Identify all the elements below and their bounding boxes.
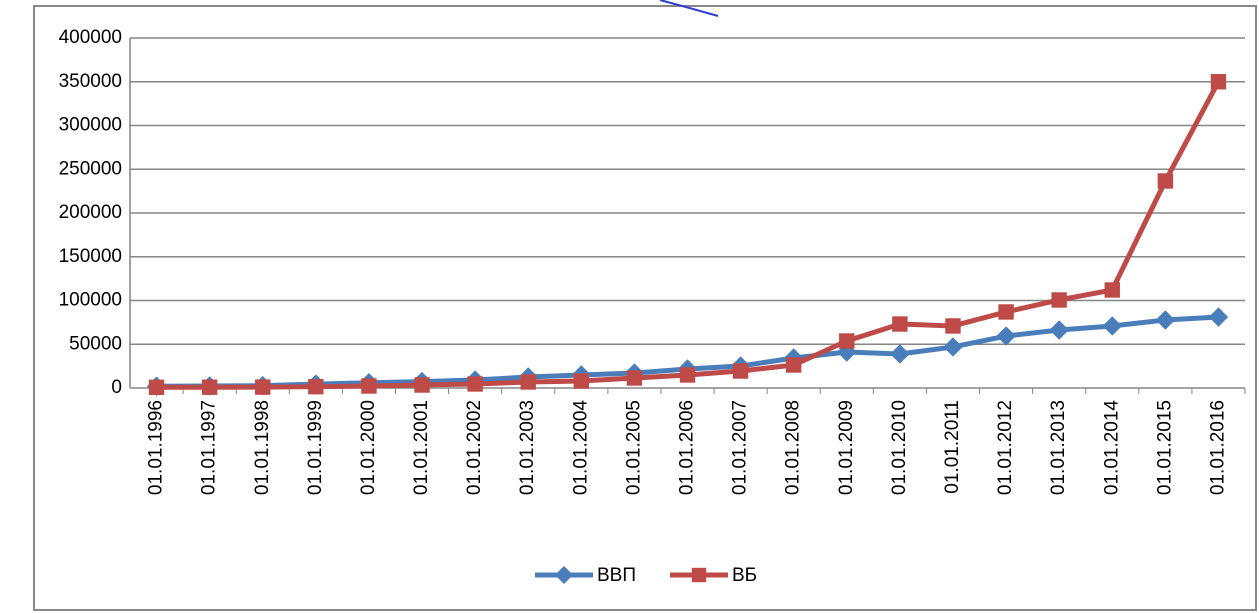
data-point [361,378,377,394]
y-tick-label: 300000 [59,115,122,136]
legend-marker [555,566,573,584]
data-point [201,379,218,395]
data-point [1208,307,1229,327]
x-tick-label: 01.01.2003 [517,400,538,495]
y-tick-label: 200000 [59,202,122,223]
data-point [414,377,430,393]
x-tick-label: 01.01.2005 [623,400,644,495]
x-tick-label: 01.01.2013 [1048,400,1069,495]
data-point [839,333,855,349]
data-point [308,378,324,395]
data-point [892,316,908,332]
x-tick-label: 01.01.2006 [677,400,698,495]
x-tick-label: 01.01.1999 [305,400,326,495]
x-tick-label: 01.01.2001 [411,400,432,495]
y-tick-label: 350000 [59,71,122,92]
x-tick-label: 01.01.2000 [358,400,379,495]
x-tick-label: 01.01.2004 [570,400,591,496]
y-tick-label: 0 [111,377,122,398]
x-tick-label: 01.01.2008 [783,400,804,495]
y-tick-label: 50000 [69,333,122,354]
x-tick-label: 01.01.1996 [146,400,167,495]
data-point [1102,316,1122,336]
x-tick-label: 01.01.2011 [942,400,963,494]
data-point [467,376,483,392]
data-point [732,363,749,379]
legend-label: ВВП [597,565,636,586]
data-point [1051,292,1067,308]
data-point [1155,310,1176,330]
x-tick-label: 01.01.1997 [199,400,220,495]
data-point [890,344,910,364]
x-tick-label: 01.01.2010 [889,400,910,495]
data-point [148,379,165,396]
y-tick-label: 400000 [59,27,122,48]
data-point [1210,74,1227,90]
x-tick-label: 01.01.2015 [1154,400,1175,495]
x-tick-label: 01.01.2007 [730,400,751,495]
legend-marker [691,567,707,583]
data-point [1157,173,1174,189]
x-tick-label: 01.01.2009 [836,400,857,495]
data-point [1104,282,1120,298]
decoration-arc [659,0,719,17]
x-tick-label: 01.01.2002 [464,400,485,495]
x-tick-label: 01.01.2016 [1207,400,1228,495]
y-tick-label: 150000 [59,246,122,267]
data-point [945,318,961,334]
x-tick-label: 01.01.2012 [995,400,1016,495]
data-point [626,370,643,386]
data-point [520,374,536,390]
data-point [1049,320,1069,340]
data-point [679,367,696,383]
y-tick-label: 100000 [59,290,122,311]
data-point [785,357,802,373]
data-point [998,304,1014,320]
x-tick-label: 01.01.1998 [252,400,273,495]
data-point [573,373,590,389]
legend-label: ВБ [732,565,757,586]
x-tick-label: 01.01.2014 [1101,400,1122,496]
data-point [996,326,1016,346]
data-point [255,379,271,395]
data-point [943,337,963,357]
y-tick-label: 250000 [59,158,122,179]
chart-border [33,5,1257,611]
